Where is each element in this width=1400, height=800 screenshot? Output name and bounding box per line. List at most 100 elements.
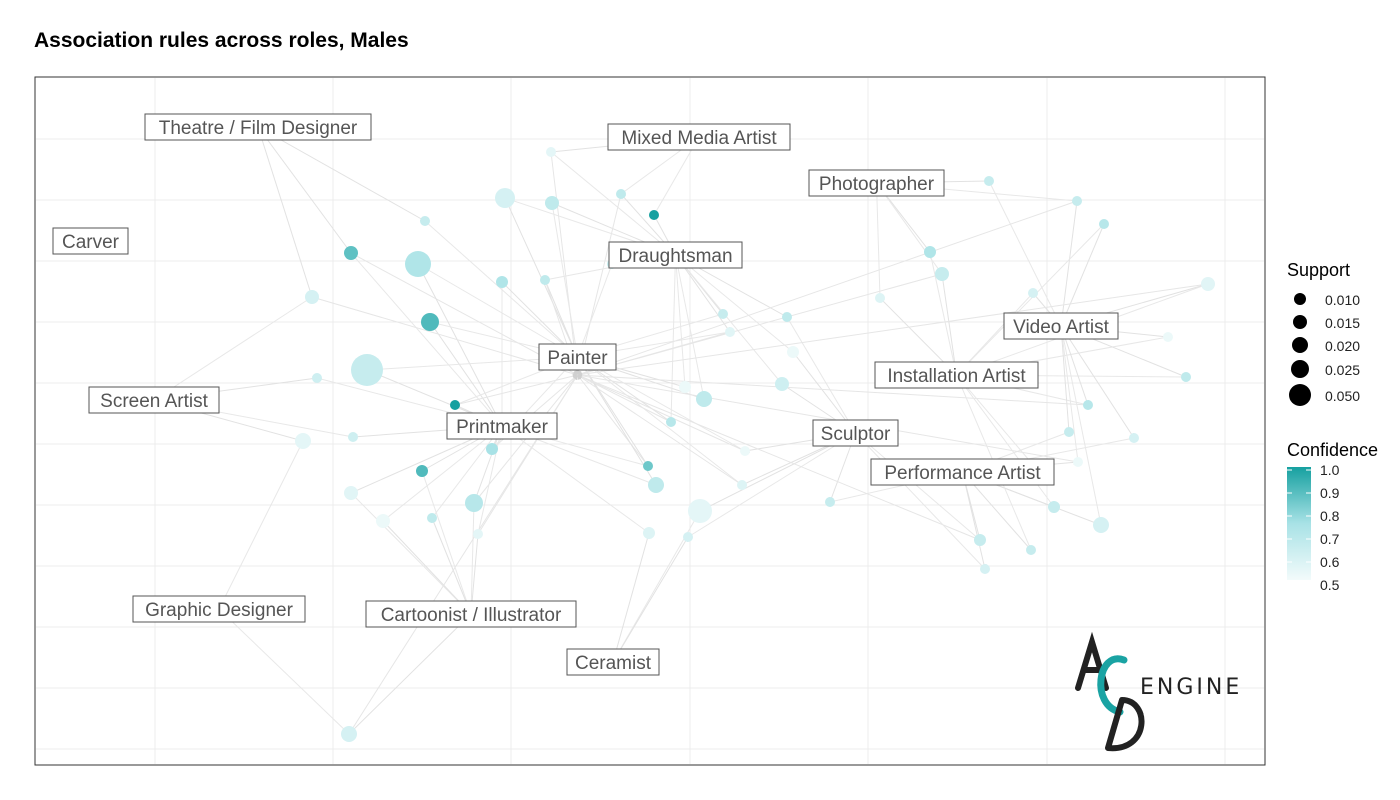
confidence-tick-label: 0.9: [1320, 485, 1340, 501]
role-label-graphic: Graphic Designer: [132, 595, 306, 623]
support-key-dot: [1289, 384, 1311, 406]
confidence-legend-title: Confidence: [1287, 440, 1378, 460]
rule-node: [405, 251, 431, 277]
rule-node: [348, 432, 358, 442]
role-labels: Theatre / Film Designer Mixed Media Artis…: [52, 113, 1119, 676]
confidence-tick-label: 0.6: [1320, 554, 1340, 570]
svg-text:Mixed Media Artist: Mixed Media Artist: [621, 128, 777, 149]
rule-node: [980, 564, 990, 574]
rule-node: [725, 327, 735, 337]
support-key-dot: [1292, 337, 1308, 353]
rule-node: [473, 529, 483, 539]
role-label-mixed: Mixed Media Artist: [607, 123, 791, 151]
support-key-label: 0.025: [1325, 362, 1360, 378]
rule-node: [787, 346, 799, 358]
confidence-tick-label: 0.5: [1320, 577, 1340, 593]
rule-node: [616, 189, 626, 199]
role-label-ceramist: Ceramist: [566, 648, 660, 676]
role-label-sculptor: Sculptor: [812, 419, 899, 447]
support-legend: Support 0.010 0.015 0.020 0.025 0.050: [1287, 260, 1360, 406]
role-label-draughtsman: Draughtsman: [608, 241, 743, 269]
role-label-photographer: Photographer: [808, 169, 945, 197]
acd-engine-logo: ENGINE: [1075, 631, 1242, 752]
svg-text:Screen Artist: Screen Artist: [100, 391, 208, 412]
svg-text:Sculptor: Sculptor: [821, 424, 891, 445]
rule-node: [825, 497, 835, 507]
rule-node: [1026, 545, 1036, 555]
confidence-colorbar: [1287, 467, 1311, 580]
svg-text:Carver: Carver: [62, 232, 120, 253]
role-label-printmaker: Printmaker: [446, 412, 558, 440]
rule-node: [344, 246, 358, 260]
rule-node: [341, 726, 357, 742]
role-label-video: Video Artist: [1003, 312, 1119, 340]
rule-node: [1083, 400, 1093, 410]
rule-node: [718, 309, 728, 319]
rule-node: [775, 377, 789, 391]
rule-node: [496, 276, 508, 288]
rule-node: [688, 499, 712, 523]
rule-node: [696, 391, 712, 407]
confidence-legend: Confidence 1.0 0.9 0.8 0.7 0.6 0.5: [1287, 440, 1378, 593]
rule-node: [782, 312, 792, 322]
rule-node: [1048, 501, 1060, 513]
rule-node: [648, 477, 664, 493]
rule-nodes: [295, 147, 1215, 742]
rule-node: [450, 400, 460, 410]
role-label-performance: Performance Artist: [870, 458, 1055, 486]
rule-node: [1129, 433, 1139, 443]
rule-node: [1201, 277, 1215, 291]
rule-node: [666, 417, 676, 427]
svg-text:Graphic Designer: Graphic Designer: [145, 600, 294, 621]
support-key-label: 0.010: [1325, 292, 1360, 308]
role-label-screen: Screen Artist: [88, 386, 220, 414]
rule-node: [295, 433, 311, 449]
confidence-tick-label: 0.7: [1320, 531, 1340, 547]
role-label-painter: Painter: [538, 343, 617, 371]
svg-text:Ceramist: Ceramist: [575, 653, 652, 674]
rule-node: [351, 354, 383, 386]
rule-node: [312, 373, 322, 383]
support-key-label: 0.015: [1325, 315, 1360, 331]
svg-text:Video Artist: Video Artist: [1013, 317, 1109, 338]
support-key-dot: [1293, 315, 1307, 329]
confidence-tick-label: 0.8: [1320, 508, 1340, 524]
rule-node: [376, 514, 390, 528]
rule-node: [540, 275, 550, 285]
page-title: Association rules across roles, Males: [34, 29, 409, 52]
rule-node: [1073, 457, 1083, 467]
logo-word: ENGINE: [1140, 675, 1242, 700]
rule-node: [1099, 219, 1109, 229]
svg-text:Performance Artist: Performance Artist: [884, 463, 1041, 484]
rule-node: [875, 293, 885, 303]
rule-node: [427, 513, 437, 523]
role-label-theatre: Theatre / Film Designer: [144, 113, 372, 141]
rule-node: [683, 532, 693, 542]
rule-node: [545, 196, 559, 210]
svg-text:Cartoonist / Illustrator: Cartoonist / Illustrator: [381, 605, 562, 626]
support-key-label: 0.020: [1325, 338, 1360, 354]
rule-node: [984, 176, 994, 186]
rule-node: [649, 210, 659, 220]
role-label-carver: Carver: [52, 227, 129, 255]
rule-node: [486, 443, 498, 455]
support-key-label: 0.050: [1325, 388, 1360, 404]
rule-node: [344, 486, 358, 500]
svg-text:Printmaker: Printmaker: [456, 417, 549, 438]
rule-node: [974, 534, 986, 546]
svg-text:Painter: Painter: [547, 348, 608, 369]
rule-node: [643, 461, 653, 471]
rule-node: [546, 147, 556, 157]
rule-node: [1028, 288, 1038, 298]
rule-node: [679, 381, 691, 393]
rule-node: [420, 216, 430, 226]
role-label-installation: Installation Artist: [874, 361, 1039, 389]
rule-node: [740, 446, 750, 456]
rule-node: [924, 246, 936, 258]
rule-node: [416, 465, 428, 477]
svg-text:Photographer: Photographer: [819, 174, 935, 195]
svg-text:Theatre / Film Designer: Theatre / Film Designer: [159, 118, 358, 139]
rule-node: [495, 188, 515, 208]
support-key-dot: [1294, 293, 1306, 305]
